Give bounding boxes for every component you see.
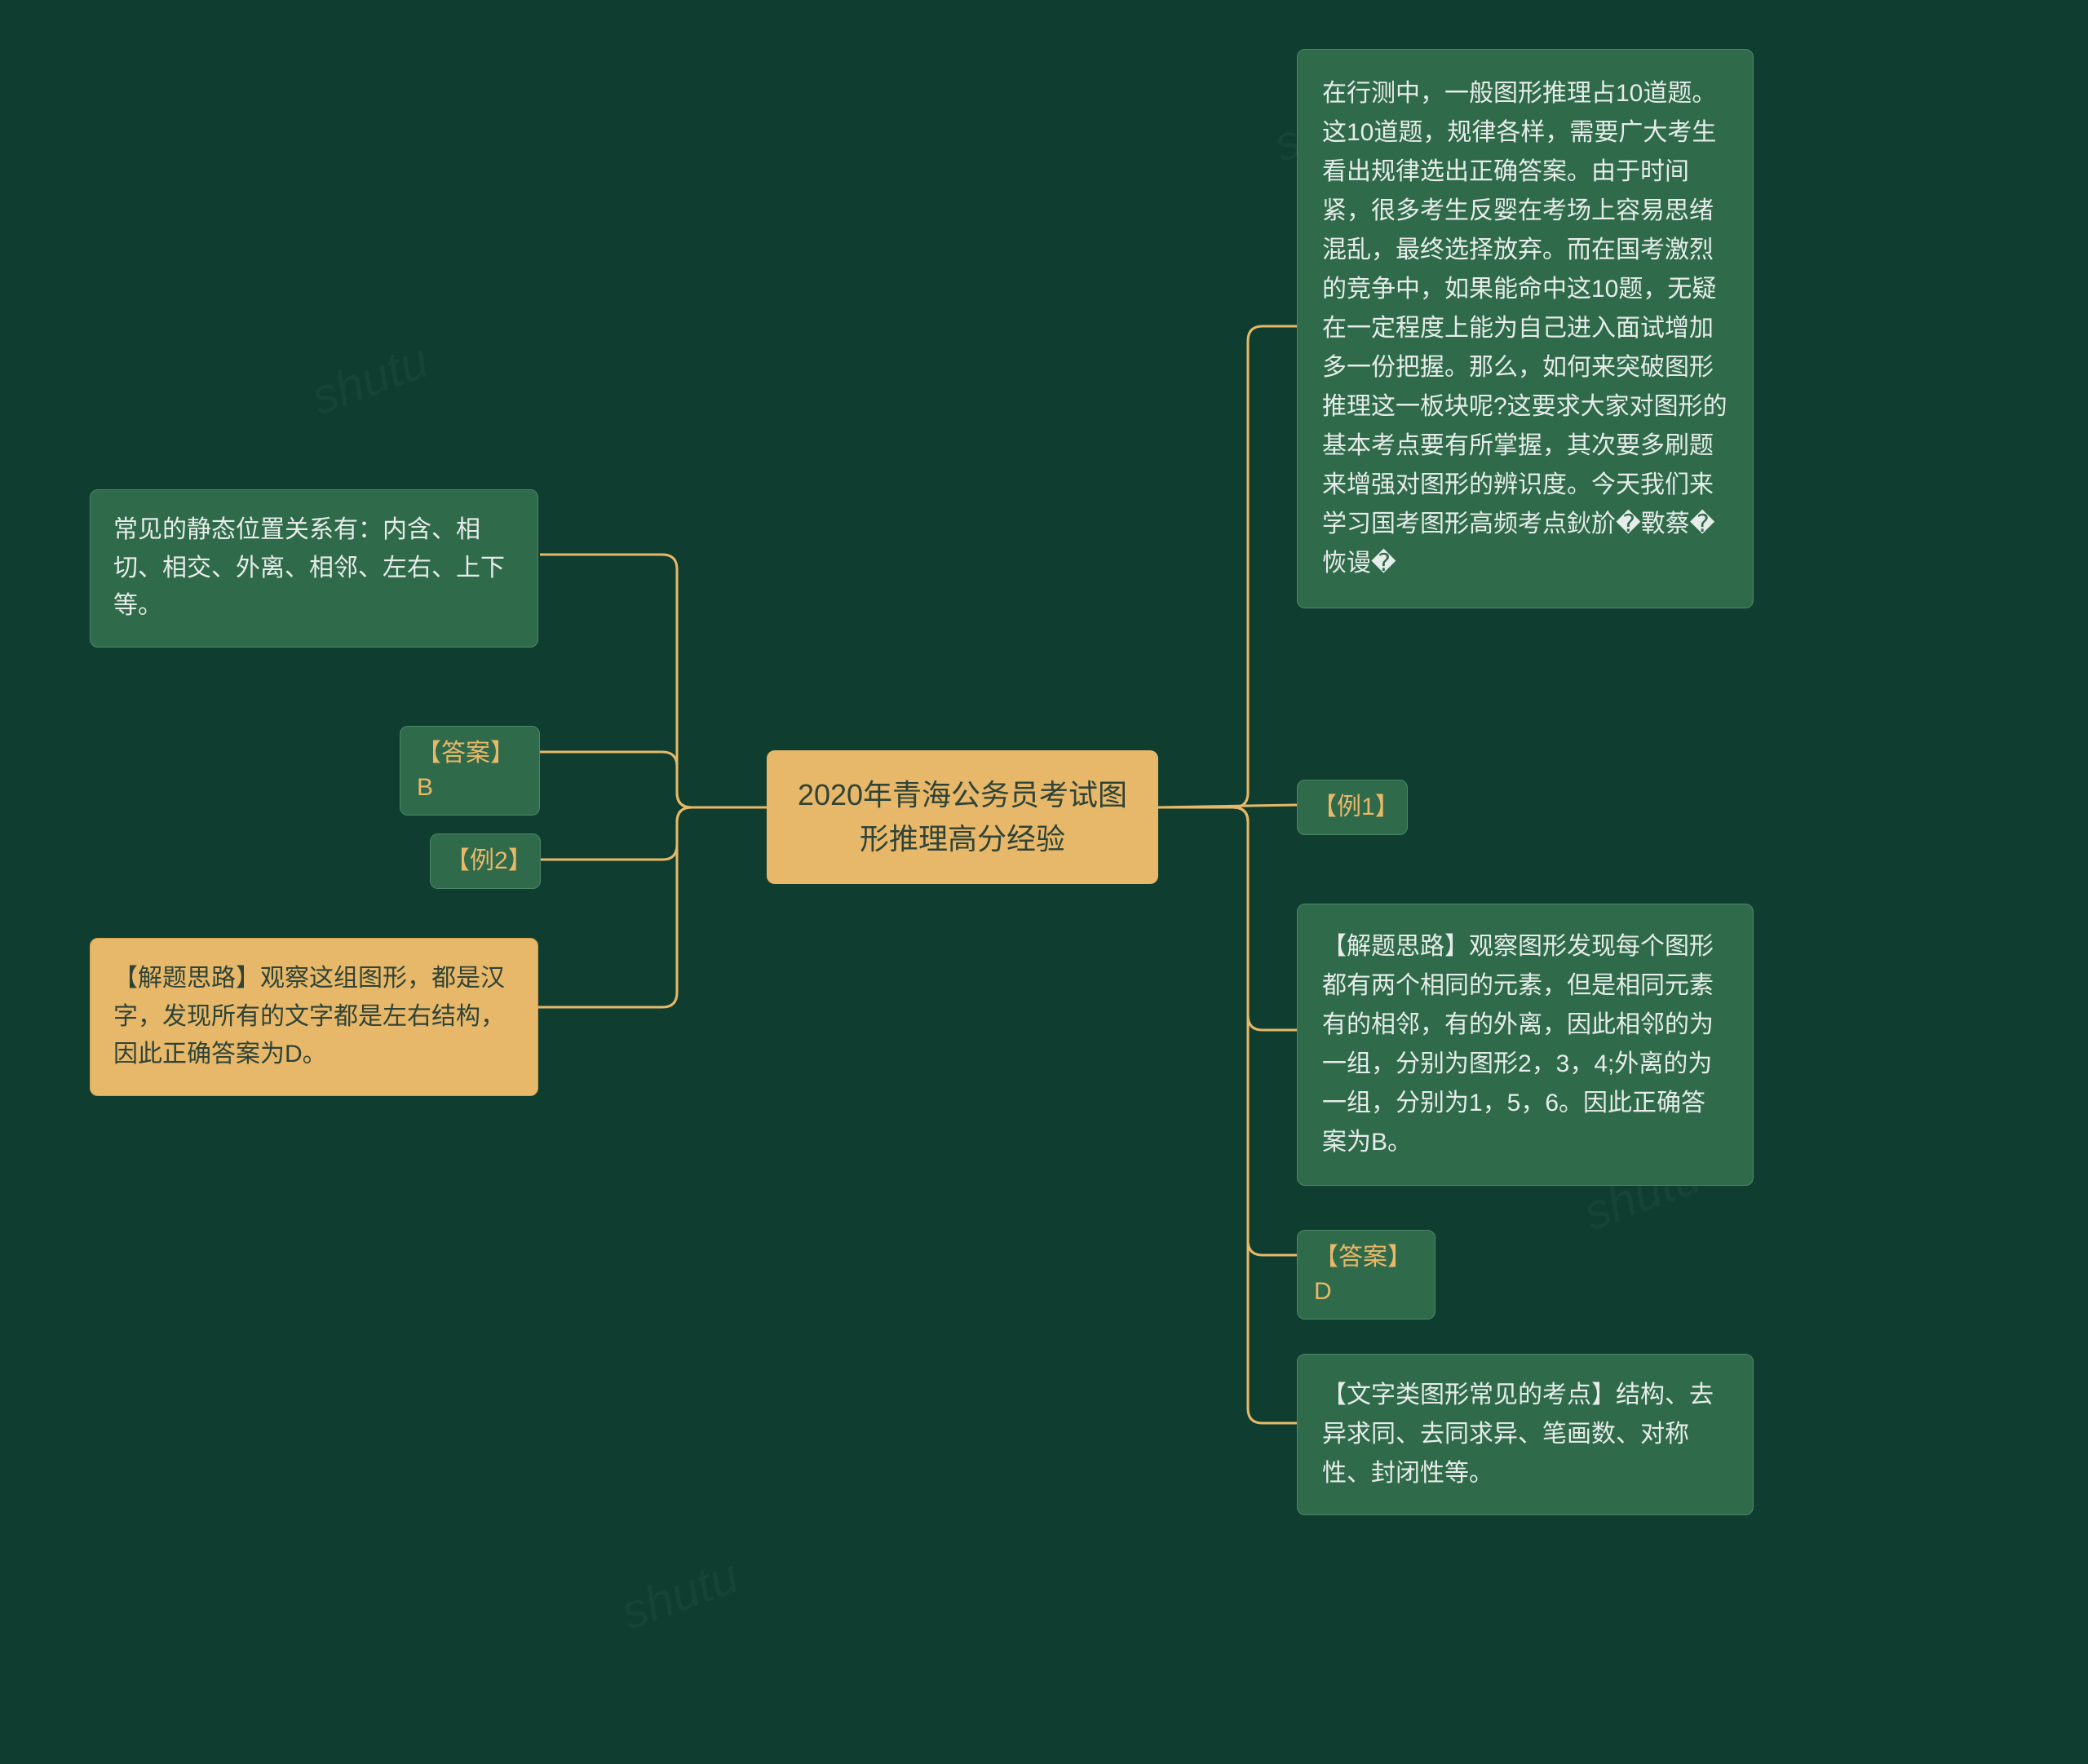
edge [540,555,767,807]
node-right-text-type[interactable]: 【文字类图形常见的考点】结构、去异求同、去同求异、笔画数、对称性、封闭性等。 [1297,1354,1754,1515]
edge [1158,807,1297,1423]
node-label: 【答案】D [1314,1240,1418,1309]
node-left-top[interactable]: 常见的静态位置关系有：内含、相切、相交、外离、相邻、左右、上下等。 [90,489,538,648]
center-node-label: 2020年青海公务员考试图形推理高分经验 [796,773,1129,861]
node-right-solution[interactable]: 【解题思路】观察图形发现每个图形都有两个相同的元素，但是相同元素有的相邻，有的外… [1297,904,1754,1186]
edge [1158,326,1297,807]
node-right-answer-d[interactable]: 【答案】D [1297,1230,1436,1320]
node-right-big[interactable]: 在行测中，一般图形推理占10道题。这10道题，规律各样，需要广大考生看出规律选出… [1297,49,1754,608]
node-label: 【解题思路】观察这组图形，都是汉字，发现所有的文字都是左右结构，因此正确答案为D… [113,960,515,1074]
mindmap-canvas: shutushutushutushutu2020年青海公务员考试图形推理高分经验… [0,0,2088,1764]
edge [1158,807,1297,1030]
center-node[interactable]: 2020年青海公务员考试图形推理高分经验 [767,750,1158,884]
node-label: 【文字类图形常见的考点】结构、去异求同、去同求异、笔画数、对称性、封闭性等。 [1322,1376,1728,1493]
node-right-ex1[interactable]: 【例1】 [1297,780,1408,835]
node-label: 【例2】 [445,844,525,878]
node-left-answer-b[interactable]: 【答案】B [400,726,540,816]
edge [538,807,767,1007]
node-left-bottom[interactable]: 【解题思路】观察这组图形，都是汉字，发现所有的文字都是左右结构，因此正确答案为D… [90,938,538,1096]
node-label: 【答案】B [417,736,523,805]
node-label: 【例1】 [1312,790,1392,825]
node-left-ex2[interactable]: 【例2】 [430,833,541,889]
node-label: 在行测中，一般图形推理占10道题。这10道题，规律各样，需要广大考生看出规律选出… [1322,74,1728,583]
node-label: 【解题思路】观察图形发现每个图形都有两个相同的元素，但是相同元素有的相邻，有的外… [1322,927,1728,1162]
node-label: 常见的静态位置关系有：内含、相切、相交、外离、相邻、左右、上下等。 [113,511,515,626]
edge [541,807,767,860]
edge [540,752,767,807]
